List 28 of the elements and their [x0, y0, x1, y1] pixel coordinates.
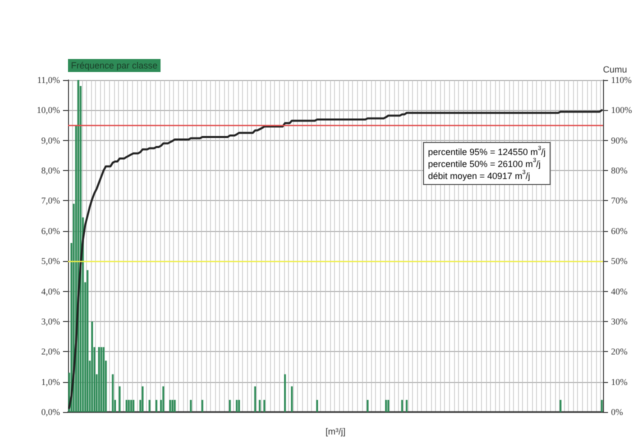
y-tick-label: 2,0% — [41, 346, 60, 357]
y-tick-label: 11,0% — [37, 75, 60, 85]
y-tick-label: 0,0% — [41, 406, 60, 417]
y2-tick-label: 0% — [611, 406, 624, 417]
y-tick-label: 5,0% — [41, 256, 60, 266]
y-tick-label: 7,0% — [41, 196, 60, 206]
y2-tick-label: 10% — [611, 376, 628, 387]
y2-tick-label: 50% — [611, 256, 628, 266]
y-tick-label: 10,0% — [36, 105, 60, 116]
y2-axis-title: Cumu — [603, 64, 628, 74]
y-tick-label: 9,0% — [41, 135, 60, 146]
y2-tick-label: 90% — [611, 135, 628, 146]
y-tick-label: 8,0% — [41, 166, 60, 176]
x-axis-title: [m³/j] — [326, 426, 346, 436]
y-axis-title: Fréquence par classe — [71, 60, 158, 70]
y2-tick-label: 60% — [611, 226, 628, 236]
y-tick-label: 6,0% — [41, 226, 60, 236]
y-tick-label: 4,0% — [41, 286, 60, 296]
y2-tick-label: 100% — [611, 105, 633, 116]
y2-tick-label: 20% — [611, 346, 628, 357]
y-tick-label: 1,0% — [41, 376, 60, 387]
line-series — [68, 109, 603, 410]
y2-tick-label: 110% — [611, 75, 632, 85]
y-tick-label: 3,0% — [41, 316, 60, 326]
y2-tick-label: 80% — [611, 166, 628, 176]
y2-tick-label: 70% — [611, 196, 628, 206]
y2-tick-label: 40% — [611, 286, 628, 296]
y2-tick-label: 30% — [611, 316, 628, 326]
